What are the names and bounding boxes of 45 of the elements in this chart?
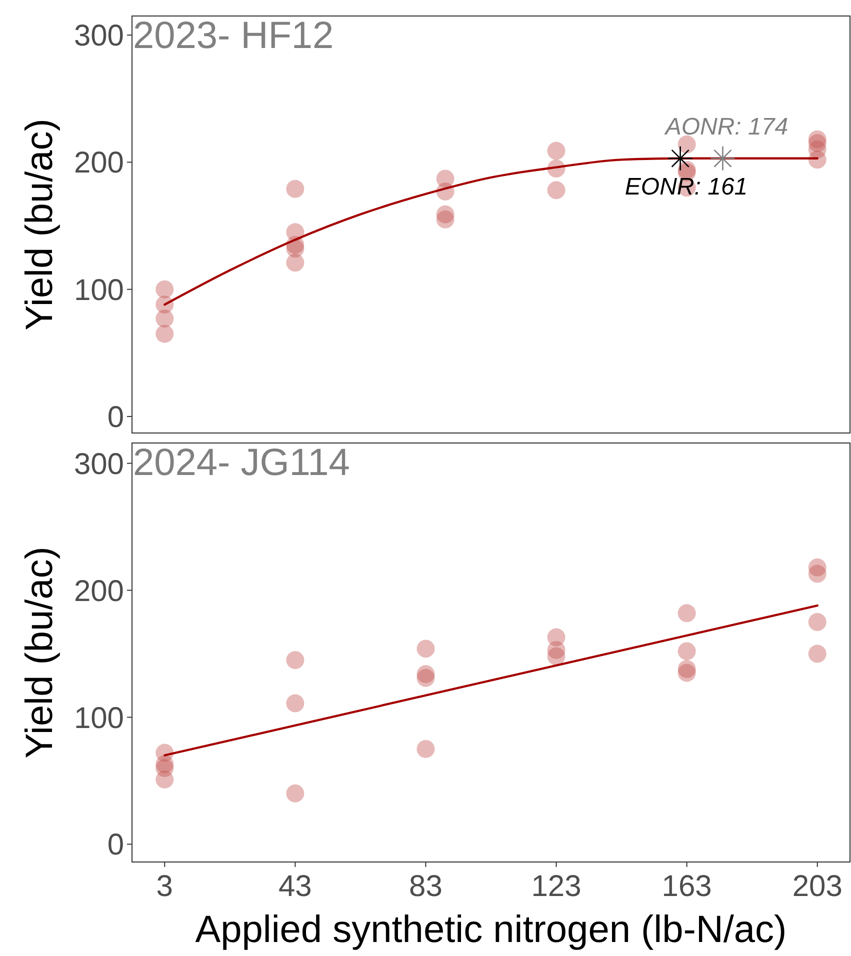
point	[808, 564, 826, 583]
point	[547, 647, 566, 666]
point	[808, 613, 826, 632]
point	[547, 142, 566, 160]
y-axis-title: Yield (bu/ac)	[19, 546, 61, 758]
chart-title: 2024- JG114	[133, 442, 350, 484]
chart-title: 2023- HF12	[133, 15, 334, 57]
point	[286, 784, 304, 802]
y-axis-title: Yield (bu/ac)	[19, 118, 61, 330]
point	[286, 651, 304, 670]
point	[678, 664, 696, 682]
x-tick-label: 203	[792, 870, 842, 903]
point	[416, 640, 435, 658]
y-tick-label: 100	[74, 702, 124, 735]
point	[156, 310, 174, 328]
point	[678, 135, 696, 154]
y-tick-label: 200	[74, 146, 124, 180]
y-tick-label: 0	[107, 828, 124, 862]
y-tick-label: 0	[107, 400, 124, 434]
point	[547, 181, 566, 200]
x-axis-title: Applied synthetic nitrogen (lb-N/ac)	[195, 909, 787, 951]
y-tick-label: 200	[74, 574, 124, 608]
point	[808, 150, 826, 169]
point	[286, 180, 304, 198]
y-tick-label: 100	[74, 274, 124, 307]
annotation: AONR: 174	[663, 113, 788, 140]
x-tick-label: 43	[278, 870, 312, 903]
point	[678, 642, 696, 660]
point	[678, 604, 696, 622]
x-tick-label: 83	[409, 870, 442, 903]
x-tick-label: 163	[662, 870, 712, 903]
point	[156, 770, 174, 788]
point	[286, 694, 304, 712]
y-tick-label: 300	[74, 448, 124, 481]
point	[808, 644, 826, 663]
point	[156, 280, 174, 298]
annotation: EONR: 161	[624, 173, 748, 200]
point	[286, 254, 304, 272]
x-tick-label: 123	[531, 870, 582, 903]
y-tick-label: 300	[74, 20, 124, 53]
point	[416, 668, 435, 687]
point	[416, 740, 435, 758]
x-tick-label: 3	[156, 870, 173, 903]
point	[436, 210, 454, 228]
point	[156, 324, 174, 343]
